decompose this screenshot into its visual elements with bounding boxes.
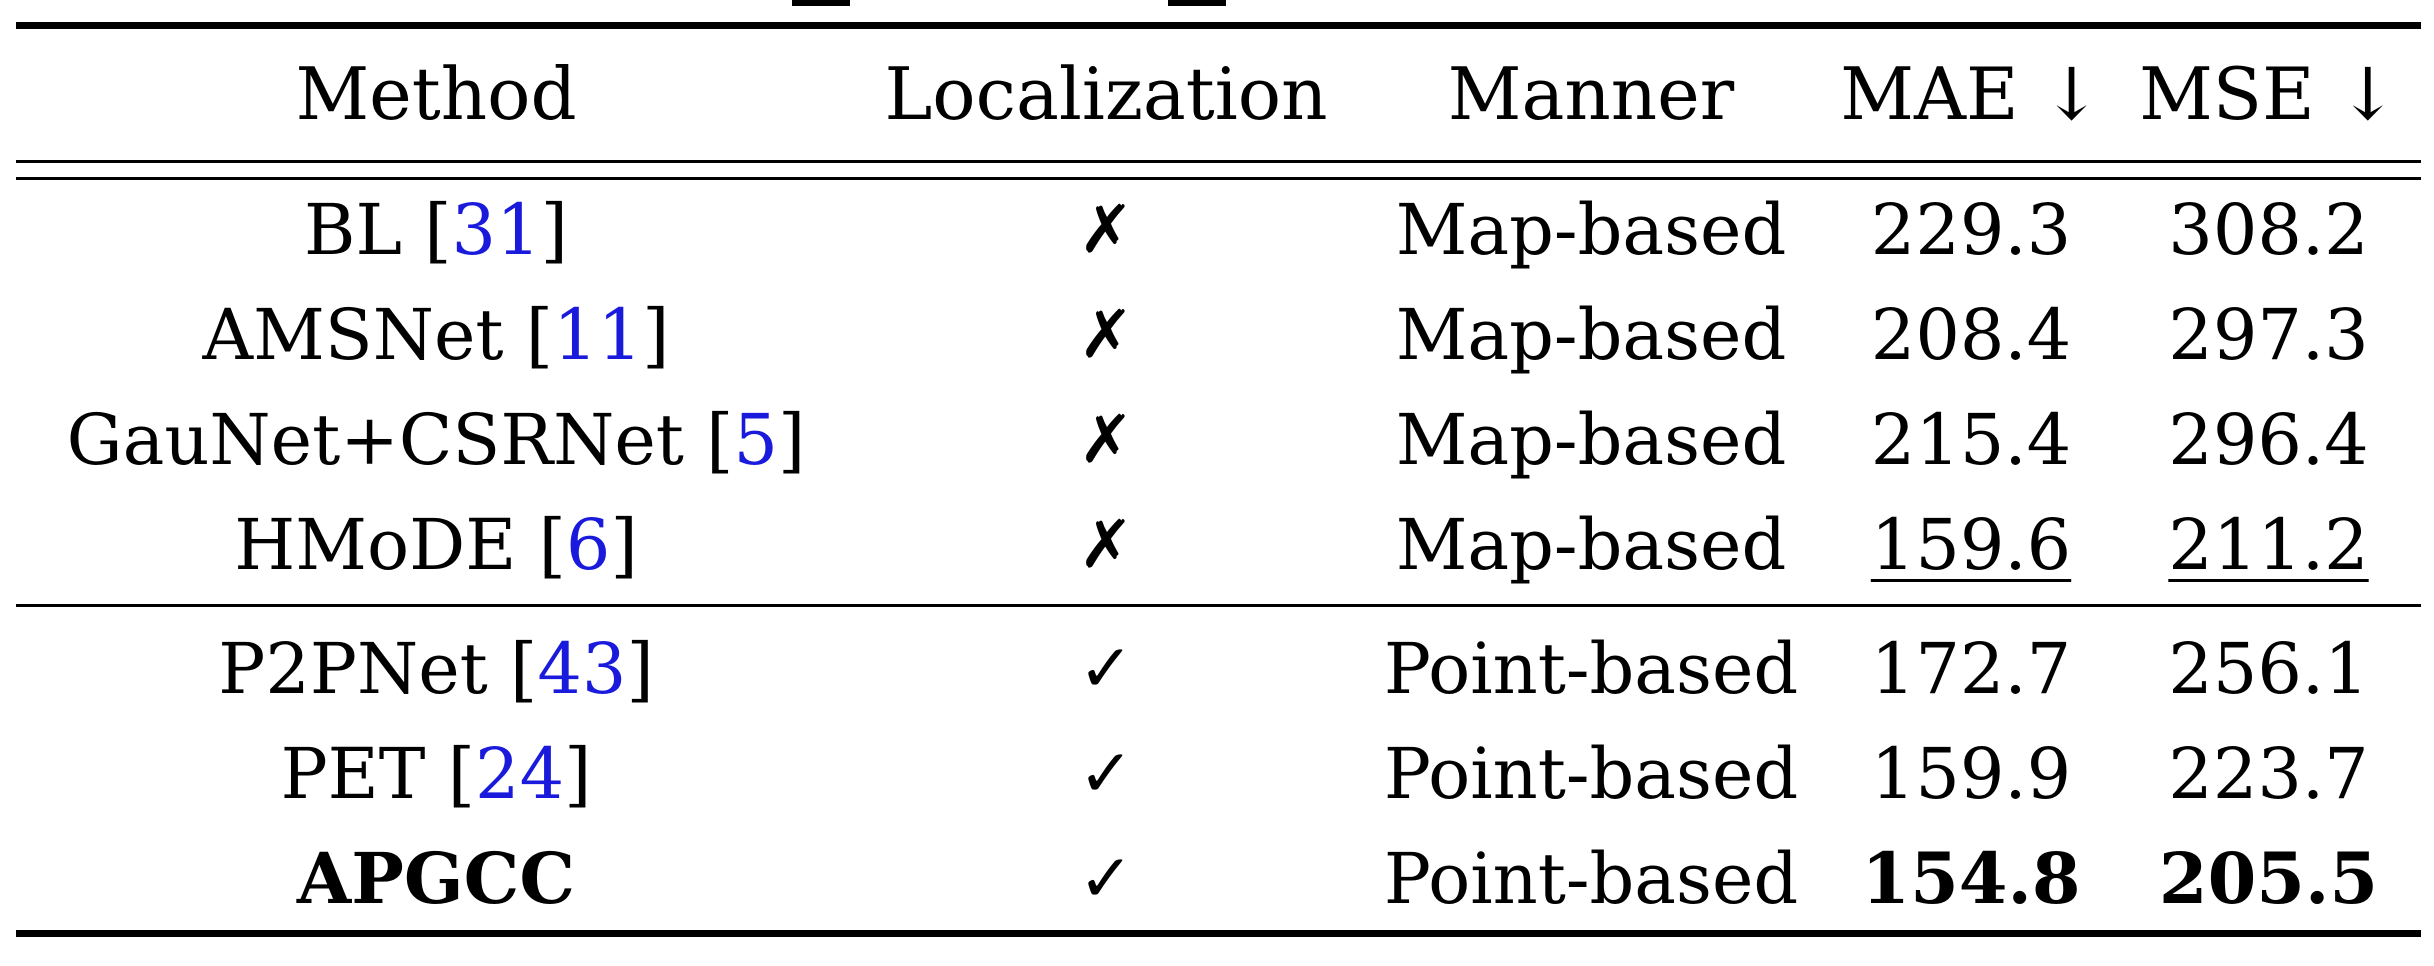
- mae-value: 159.6: [1870, 504, 2072, 586]
- mse-cell: 297.3: [2168, 294, 2369, 376]
- manner-cell: Map-based: [1395, 399, 1787, 481]
- mae-cell: 229.3: [1870, 189, 2072, 271]
- citation-link[interactable]: 6: [565, 504, 611, 586]
- manner-cell: Point-based: [1383, 838, 1799, 920]
- header-method: Method: [295, 52, 577, 136]
- method-name: HMoDE: [234, 504, 517, 586]
- bottom-rule: [16, 930, 2421, 937]
- mse-cell: 223.7: [2168, 733, 2369, 815]
- method-name: BL: [304, 189, 402, 271]
- table-row: BL [31] ✗ Map-based 229.3 308.2: [16, 180, 2421, 280]
- table-row: HMoDE [6] ✗ Map-based 159.6 211.2: [16, 495, 2421, 595]
- method-cell: P2PNet [43]: [218, 628, 654, 710]
- table-row: GauNet+CSRNet [5] ✗ Map-based 215.4 296.…: [16, 390, 2421, 490]
- mae-cell: 159.9: [1870, 733, 2072, 815]
- mse-cell: 256.1: [2168, 628, 2369, 710]
- mse-cell: 296.4: [2168, 399, 2369, 481]
- method-name: PET: [280, 733, 426, 815]
- check-mark-icon: ✓: [1078, 630, 1134, 707]
- cross-mark-icon: ✗: [1078, 191, 1134, 268]
- manner-cell: Map-based: [1395, 294, 1787, 376]
- header-row: Method Localization Manner MAE ↓ MSE ↓: [16, 44, 2421, 144]
- manner-cell: Point-based: [1383, 628, 1799, 710]
- method-name: P2PNet: [218, 628, 488, 710]
- method-name: GauNet+CSRNet: [66, 399, 684, 481]
- mae-cell-best: 154.8: [1861, 837, 2081, 920]
- mae-cell-second-best: 159.6: [1826, 495, 2116, 595]
- citation-link[interactable]: 11: [553, 294, 643, 376]
- header-localization: Localization: [884, 52, 1328, 136]
- manner-cell: Map-based: [1395, 504, 1787, 586]
- header-mse: MSE ↓: [2139, 52, 2398, 136]
- method-name-proposed: APGCC: [296, 837, 576, 920]
- method-cell: BL [31]: [304, 189, 568, 271]
- manner-cell: Map-based: [1395, 189, 1787, 271]
- header-double-rule-bottom: [16, 177, 2421, 180]
- manner-cell: Point-based: [1383, 733, 1799, 815]
- cross-mark-icon: ✗: [1078, 296, 1134, 373]
- method-name: AMSNet: [202, 294, 504, 376]
- mae-cell: 208.4: [1870, 294, 2072, 376]
- table-row: PET [24] ✓ Point-based 159.9 223.7: [16, 724, 2421, 824]
- mse-value: 211.2: [2168, 504, 2369, 586]
- mse-cell-best: 205.5: [2158, 837, 2379, 920]
- method-cell: AMSNet [11]: [202, 294, 670, 376]
- cropped-underline: [792, 0, 850, 6]
- cross-mark-icon: ✗: [1078, 506, 1134, 583]
- group-separator-rule: [16, 604, 2421, 607]
- citation-link[interactable]: 43: [537, 628, 627, 710]
- header-double-rule-top: [16, 160, 2421, 163]
- top-rule: [16, 22, 2421, 29]
- citation-link[interactable]: 24: [475, 733, 565, 815]
- table-row: AMSNet [11] ✗ Map-based 208.4 297.3: [16, 285, 2421, 385]
- cross-mark-icon: ✗: [1078, 401, 1134, 478]
- method-cell: HMoDE [6]: [234, 504, 638, 586]
- mse-cell-second-best: 211.2: [2116, 495, 2421, 595]
- mae-cell: 215.4: [1870, 399, 2072, 481]
- citation-link[interactable]: 5: [733, 399, 778, 481]
- mae-cell: 172.7: [1870, 628, 2072, 710]
- mse-cell: 308.2: [2168, 189, 2369, 271]
- method-cell: GauNet+CSRNet [5]: [66, 399, 806, 481]
- citation-link[interactable]: 31: [451, 189, 541, 271]
- header-manner: Manner: [1447, 52, 1735, 136]
- cropped-underline: [1168, 0, 1226, 6]
- method-cell: PET [24]: [280, 733, 592, 815]
- check-mark-icon: ✓: [1078, 735, 1134, 812]
- check-mark-icon: ✓: [1078, 840, 1134, 917]
- header-mae: MAE ↓: [1840, 52, 2102, 136]
- table-row-proposed: APGCC ✓ Point-based 154.8 205.5: [16, 829, 2421, 929]
- table-row: P2PNet [43] ✓ Point-based 172.7 256.1: [16, 619, 2421, 719]
